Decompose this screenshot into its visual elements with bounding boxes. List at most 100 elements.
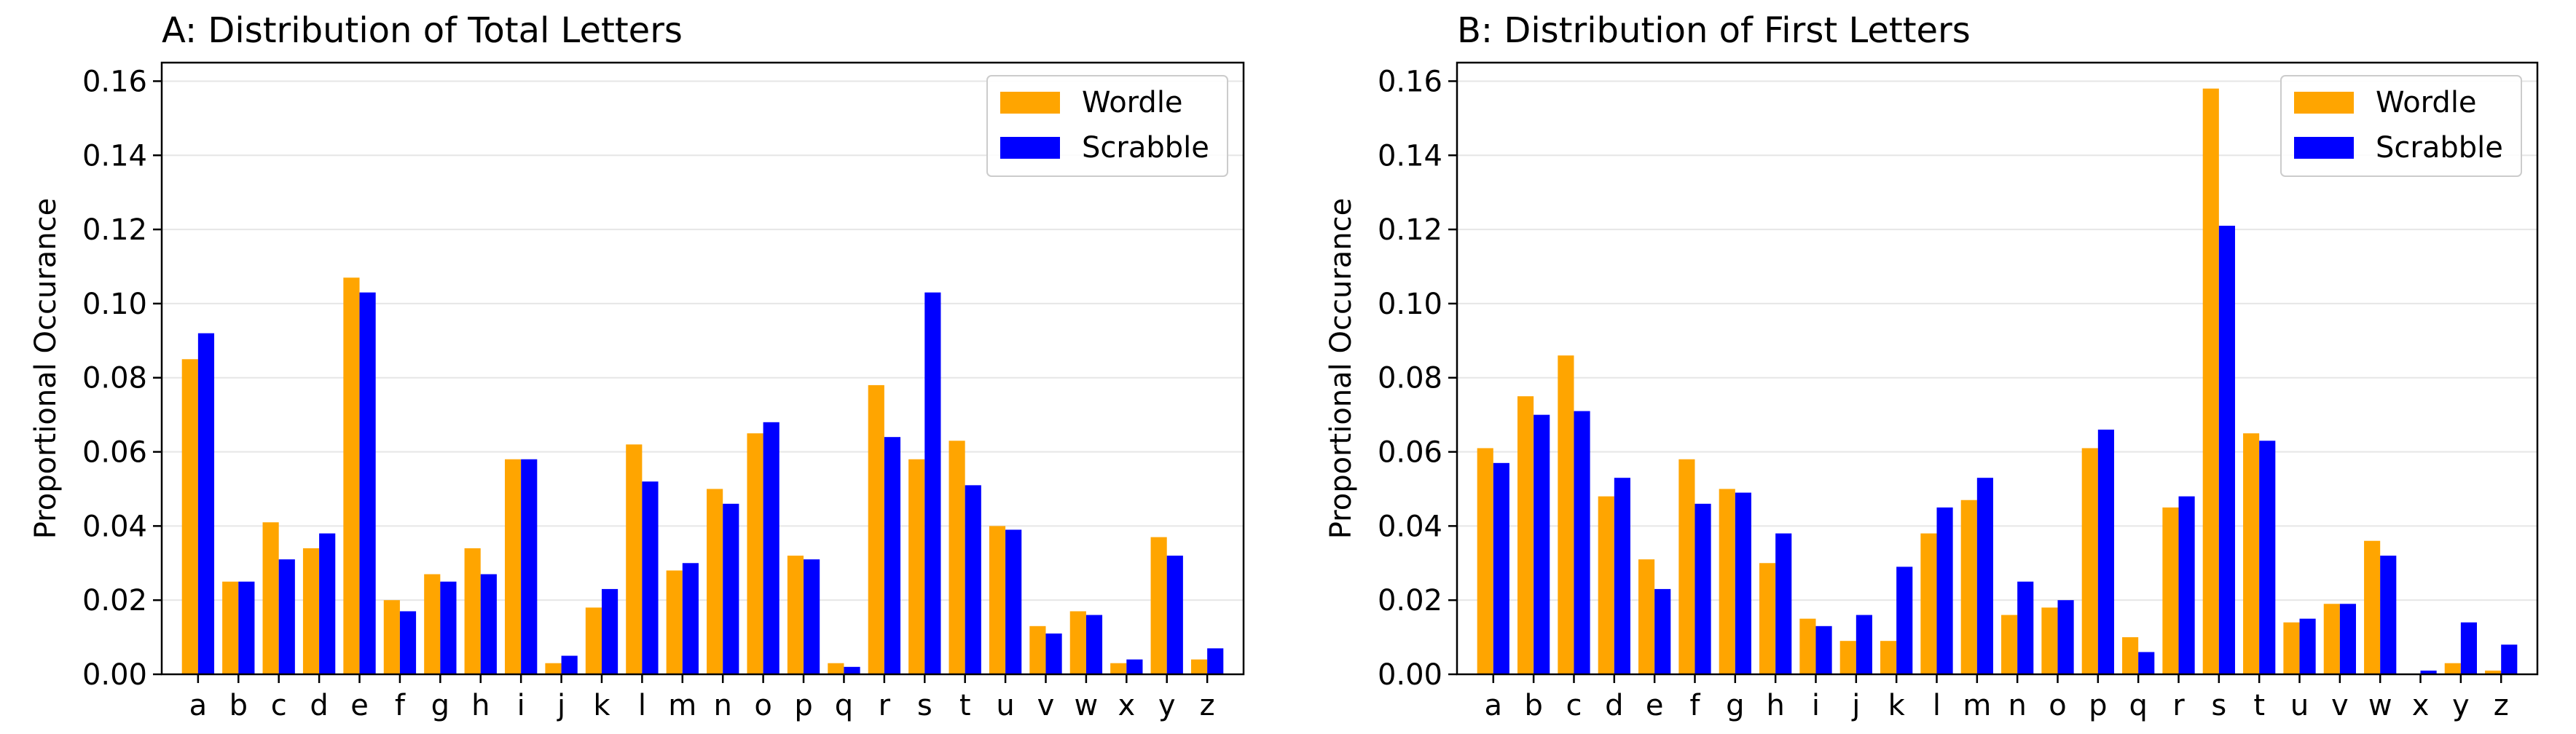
bar-wordle-p (2081, 448, 2098, 674)
bar-scrabble-d (319, 533, 336, 674)
x-tick-label-w: w (1075, 689, 1099, 722)
bar-wordle-m (1960, 500, 1977, 674)
x-tick-label-p: p (2089, 689, 2107, 722)
bar-scrabble-c (1574, 411, 1590, 674)
y-tick-label: 0.02 (82, 584, 147, 617)
bar-scrabble-k (601, 588, 619, 674)
x-tick-label-j: j (1851, 689, 1860, 722)
x-tick-label-r: r (2172, 689, 2185, 722)
bar-scrabble-n (2017, 581, 2034, 674)
y-tick-label: 0.16 (1378, 65, 1442, 98)
x-tick-label-e: e (350, 689, 369, 722)
bar-scrabble-l (642, 481, 659, 674)
x-tick-label-n: n (714, 689, 732, 722)
bar-scrabble-c (278, 559, 295, 674)
plot-frame (160, 61, 1245, 676)
bar-wordle-m (666, 570, 683, 674)
bar-scrabble-a (1493, 462, 1509, 674)
bar-wordle-d (1598, 496, 1614, 674)
bar-wordle-j (1839, 641, 1856, 674)
bar-wordle-b (1517, 396, 1534, 674)
bar-scrabble-d (1614, 478, 1630, 674)
x-tick-label-s: s (2211, 689, 2226, 722)
x-tick-label-x: x (1118, 689, 1135, 722)
x-tick-label-n: n (2008, 689, 2026, 722)
y-tick-label: 0.02 (1378, 584, 1442, 617)
y-tick-label: 0.06 (82, 436, 147, 470)
bar-wordle-o (747, 433, 763, 674)
bar-wordle-q (2122, 637, 2139, 674)
bar-scrabble-t (2259, 441, 2276, 674)
x-tick-label-f: f (395, 689, 406, 722)
x-tick-label-w: w (2368, 689, 2392, 722)
bar-scrabble-s (924, 292, 941, 674)
legend-swatch-scrabble (1000, 137, 1060, 159)
x-tick-label-k: k (593, 689, 610, 722)
x-tick-label-h: h (471, 689, 490, 722)
x-tick-label-q: q (835, 689, 853, 722)
bar-wordle-j (545, 663, 562, 674)
x-tick-label-q: q (2129, 689, 2147, 722)
bar-scrabble-z (2501, 644, 2518, 674)
bar-scrabble-x (2420, 670, 2437, 674)
x-tick-label-o: o (2049, 689, 2066, 722)
x-tick-label-i: i (517, 689, 525, 722)
x-tick-label-j: j (557, 689, 565, 722)
bar-scrabble-v (1045, 634, 1062, 674)
bar-wordle-k (1880, 641, 1897, 674)
x-tick-label-p: p (794, 689, 812, 722)
y-axis-label: Proportional Occurance (29, 198, 63, 539)
x-tick-label-u: u (996, 689, 1014, 722)
bar-scrabble-w (2380, 556, 2397, 674)
bar-wordle-z (1190, 659, 1208, 674)
bar-wordle-h (464, 548, 481, 674)
bar-wordle-s (2202, 88, 2219, 675)
bar-wordle-v (2323, 604, 2340, 674)
bar-wordle-i (504, 459, 522, 674)
x-tick-label-y: y (2452, 689, 2470, 722)
y-tick-label: 0.14 (1378, 139, 1442, 173)
x-tick-label-m: m (1963, 689, 1991, 722)
bar-wordle-f (1678, 459, 1695, 674)
y-tick-label: 0.04 (1378, 510, 1442, 543)
bar-scrabble-w (1085, 615, 1103, 674)
bar-wordle-g (1719, 489, 1735, 674)
bar-scrabble-y (2460, 622, 2477, 674)
bar-scrabble-e (1654, 588, 1671, 674)
x-tick-label-z: z (2494, 689, 2509, 722)
x-tick-label-z: z (1200, 689, 1215, 722)
x-tick-label-t: t (959, 689, 971, 722)
bar-scrabble-h (480, 574, 497, 674)
y-tick-label: 0.00 (1378, 658, 1442, 692)
bar-scrabble-h (1775, 533, 1792, 674)
bar-scrabble-e (359, 292, 376, 674)
bar-wordle-o (2041, 607, 2058, 674)
x-tick-label-l: l (1933, 689, 1941, 722)
bar-wordle-p (787, 556, 804, 674)
y-tick-label: 0.12 (1378, 213, 1442, 247)
bar-wordle-e (343, 277, 360, 675)
x-tick-label-v: v (1037, 689, 1055, 722)
bar-scrabble-u (1005, 529, 1022, 674)
y-tick-label: 0.00 (82, 658, 147, 692)
bar-scrabble-o (2057, 600, 2074, 674)
bar-scrabble-o (763, 422, 780, 674)
bar-wordle-s (908, 459, 925, 674)
bar-scrabble-k (1896, 567, 1913, 674)
bar-wordle-n (707, 489, 723, 674)
bar-wordle-f (383, 600, 400, 674)
bar-wordle-t (2243, 433, 2260, 674)
legend-label-wordle: Wordle (2376, 86, 2477, 119)
x-tick-label-a: a (1485, 689, 1503, 722)
bar-wordle-c (262, 522, 279, 674)
y-tick-label: 0.08 (1378, 362, 1442, 395)
bar-wordle-w (2364, 540, 2381, 674)
bar-scrabble-b (238, 581, 255, 674)
x-tick-label-d: d (310, 689, 328, 722)
bar-wordle-c (1558, 355, 1574, 674)
bar-wordle-r (2162, 507, 2179, 674)
bar-wordle-e (1638, 559, 1655, 674)
bar-scrabble-f (1695, 503, 1711, 674)
bar-scrabble-l (1936, 507, 1953, 674)
x-tick-label-b: b (1524, 689, 1542, 722)
